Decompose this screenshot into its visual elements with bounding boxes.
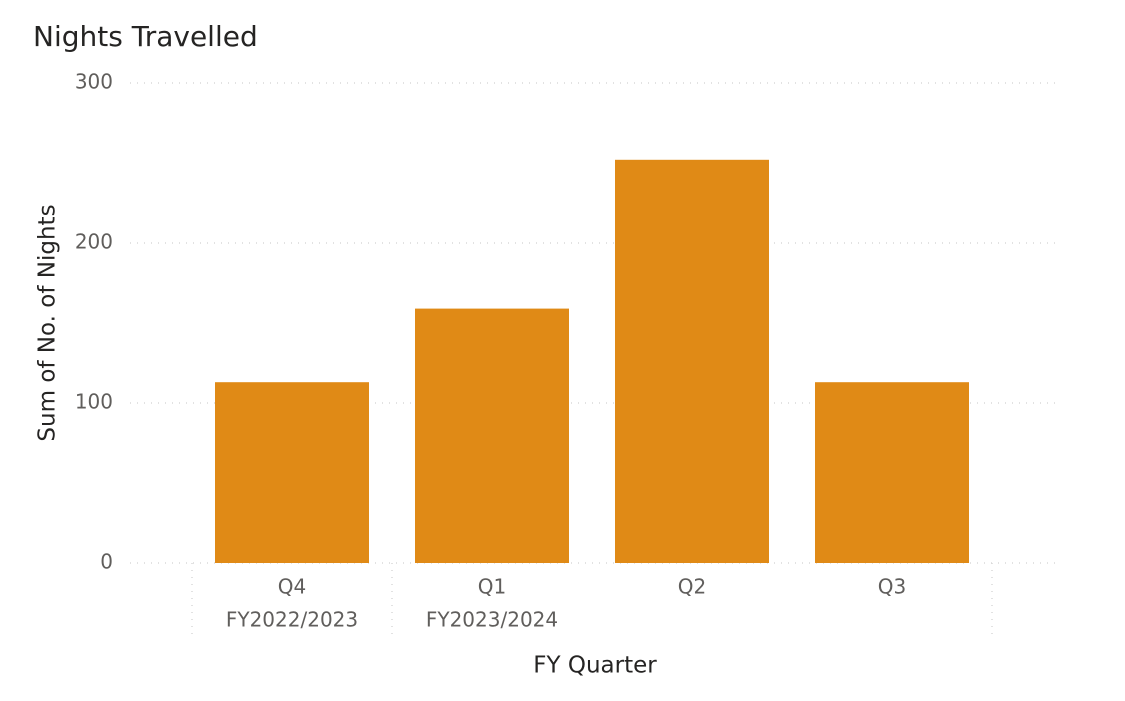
bar <box>215 382 369 563</box>
bar <box>415 308 569 563</box>
group-label: FY2022/2023 <box>226 608 358 632</box>
bar <box>815 382 969 563</box>
x-tick-label: Q3 <box>878 575 906 599</box>
x-tick-label: Q1 <box>478 575 506 599</box>
y-tick-label: 200 <box>75 230 113 254</box>
group-label: FY2023/2024 <box>426 608 558 632</box>
y-axis-title: Sum of No. of Nights <box>35 204 61 441</box>
x-axis-title: FY Quarter <box>533 653 657 679</box>
chart-title: Nights Travelled <box>33 20 258 53</box>
y-tick-label: 0 <box>100 550 113 574</box>
y-tick-label: 100 <box>75 390 113 414</box>
x-tick-label: Q2 <box>678 575 706 599</box>
x-tick-label: Q4 <box>278 575 306 599</box>
bar <box>615 159 769 564</box>
y-tick-label: 300 <box>75 70 113 94</box>
